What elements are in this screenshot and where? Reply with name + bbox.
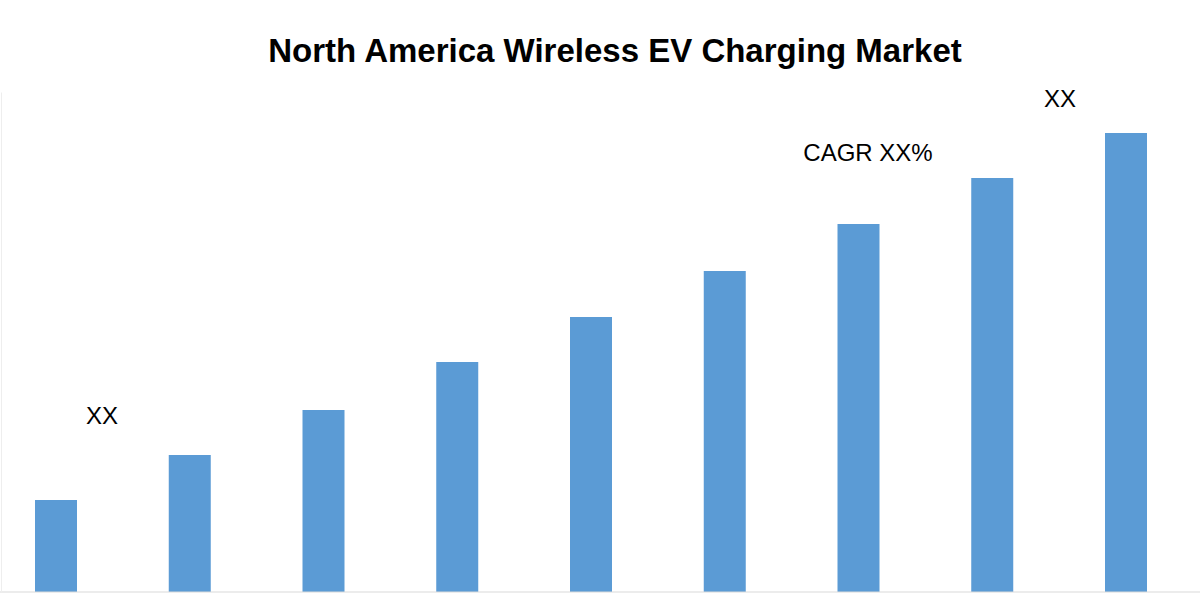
bar <box>704 271 746 592</box>
bar <box>1105 133 1147 592</box>
annotation: CAGR XX% <box>803 139 932 166</box>
annotation: XX <box>86 402 118 429</box>
title: North America Wireless EV Charging Marke… <box>268 32 962 69</box>
bar <box>570 317 612 592</box>
bar <box>436 362 478 592</box>
bar <box>169 455 211 592</box>
y-axis <box>1 93 2 593</box>
x-axis-line <box>0 592 1200 593</box>
bar <box>838 224 880 592</box>
annotation: XX <box>1044 85 1076 112</box>
y-axis-line <box>1 93 2 593</box>
x-axis <box>0 592 1200 593</box>
bars <box>35 133 1147 592</box>
bar <box>35 500 77 592</box>
bar <box>971 178 1013 592</box>
chart: North America Wireless EV Charging Marke… <box>0 0 1200 600</box>
bar <box>303 410 345 592</box>
